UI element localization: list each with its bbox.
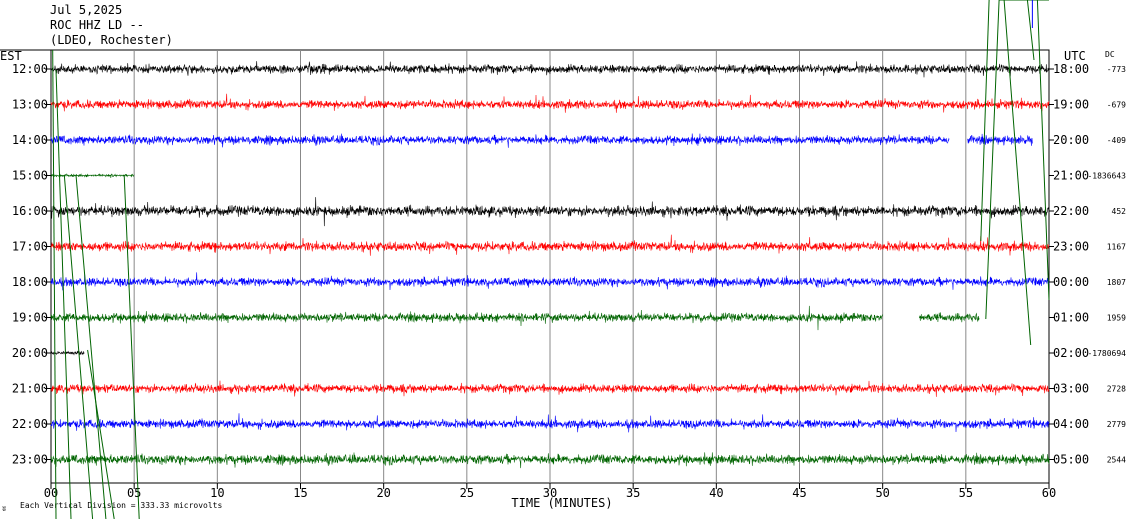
dc-offset-label: -1780694 <box>1087 349 1126 358</box>
x-tick-label: 15 <box>293 486 307 500</box>
x-tick-label: 50 <box>875 486 889 500</box>
seismic-trace <box>50 413 1050 433</box>
offscale-trace <box>63 174 94 519</box>
utc-time-label: 04:00 <box>1053 417 1089 431</box>
utc-time-label: 03:00 <box>1053 382 1089 396</box>
seismic-trace <box>919 312 980 323</box>
dc-offset-label: 2544 <box>1107 456 1126 465</box>
dc-offset-label: -679 <box>1107 101 1126 110</box>
seismic-trace <box>50 272 1050 291</box>
x-axis-title: TIME (MINUTES) <box>511 496 612 510</box>
x-tick-label: 00 <box>44 486 58 500</box>
est-time-label: 21:00 <box>12 382 48 396</box>
x-tick-label: 60 <box>1042 486 1056 500</box>
utc-time-label: 22:00 <box>1053 204 1089 218</box>
x-tick-label: 20 <box>376 486 390 500</box>
x-tick-label: 55 <box>959 486 973 500</box>
x-tick-label: 40 <box>709 486 723 500</box>
utc-time-label: 02:00 <box>1053 346 1089 360</box>
utc-time-label: 05:00 <box>1053 453 1089 467</box>
offscale-trace <box>123 174 140 519</box>
dc-offset-label: 1807 <box>1107 278 1126 287</box>
x-tick-label: 35 <box>626 486 640 500</box>
x-tick-label: 30 <box>543 486 557 500</box>
dc-offset-label: 2779 <box>1107 420 1126 429</box>
est-time-label: 23:00 <box>12 453 48 467</box>
seismic-trace <box>50 234 1050 256</box>
offscale-trace <box>1036 0 1050 301</box>
offscale-trace <box>55 69 72 519</box>
offscale-trace <box>985 0 1049 320</box>
est-time-label: 20:00 <box>12 346 48 360</box>
seismic-trace <box>50 380 1050 397</box>
dc-offset-label: 1959 <box>1107 314 1126 323</box>
utc-time-label: 00:00 <box>1053 275 1089 289</box>
offscale-trace <box>980 0 990 242</box>
x-tick-label: 45 <box>792 486 806 500</box>
est-time-label: 13:00 <box>12 98 48 112</box>
utc-time-label: 23:00 <box>1053 240 1089 254</box>
scale-note: Each Vertical Division = 333.33 microvol… <box>20 501 222 510</box>
dc-offset-label: 1167 <box>1107 243 1126 252</box>
dc-offset-label: -773 <box>1107 65 1126 74</box>
offscale-trace <box>75 174 107 519</box>
est-time-label: 22:00 <box>12 417 48 431</box>
offscale-trace <box>1003 0 1032 346</box>
network-name: (LDEO, Rochester) <box>50 33 173 47</box>
utc-time-label: 01:00 <box>1053 311 1089 325</box>
est-time-label: 16:00 <box>12 204 48 218</box>
utc-time-label: 19:00 <box>1053 98 1089 112</box>
utc-axis-label: UTC <box>1064 49 1086 63</box>
est-axis-label: EST <box>0 49 22 63</box>
utc-time-label: 20:00 <box>1053 133 1089 147</box>
seismic-trace <box>50 173 135 179</box>
est-time-label: 18:00 <box>12 275 48 289</box>
corner-mark: ʬ <box>2 505 6 513</box>
est-time-label: 14:00 <box>12 133 48 147</box>
est-time-label: 15:00 <box>12 169 48 183</box>
seismic-trace <box>50 133 950 148</box>
plot-date: Jul 5,2025 <box>50 3 123 17</box>
seismic-trace <box>50 197 1050 227</box>
x-tick-label: 05 <box>127 486 141 500</box>
seismic-trace <box>50 305 883 331</box>
utc-time-label: 21:00 <box>1053 169 1089 183</box>
dc-offset-label: 2728 <box>1107 385 1126 394</box>
dc-offset-label: 452 <box>1112 207 1127 216</box>
seismic-trace <box>50 93 1050 113</box>
est-time-label: 19:00 <box>12 311 48 325</box>
x-tick-label: 25 <box>460 486 474 500</box>
dc-column-label: DC <box>1105 50 1115 59</box>
utc-time-label: 18:00 <box>1053 62 1089 76</box>
station-code: ROC HHZ LD -- <box>50 18 144 32</box>
seismic-trace <box>967 133 1033 146</box>
dc-offset-label: -409 <box>1107 136 1126 145</box>
est-time-label: 12:00 <box>12 62 48 76</box>
offscale-trace <box>1026 0 1035 61</box>
seismic-trace <box>50 61 1050 78</box>
seismic-trace <box>50 452 1050 469</box>
offscale-trace <box>52 49 57 519</box>
offscale-trace <box>87 349 115 519</box>
x-tick-label: 10 <box>210 486 224 500</box>
est-time-label: 17:00 <box>12 240 48 254</box>
dc-offset-label: -1836643 <box>1087 172 1126 181</box>
